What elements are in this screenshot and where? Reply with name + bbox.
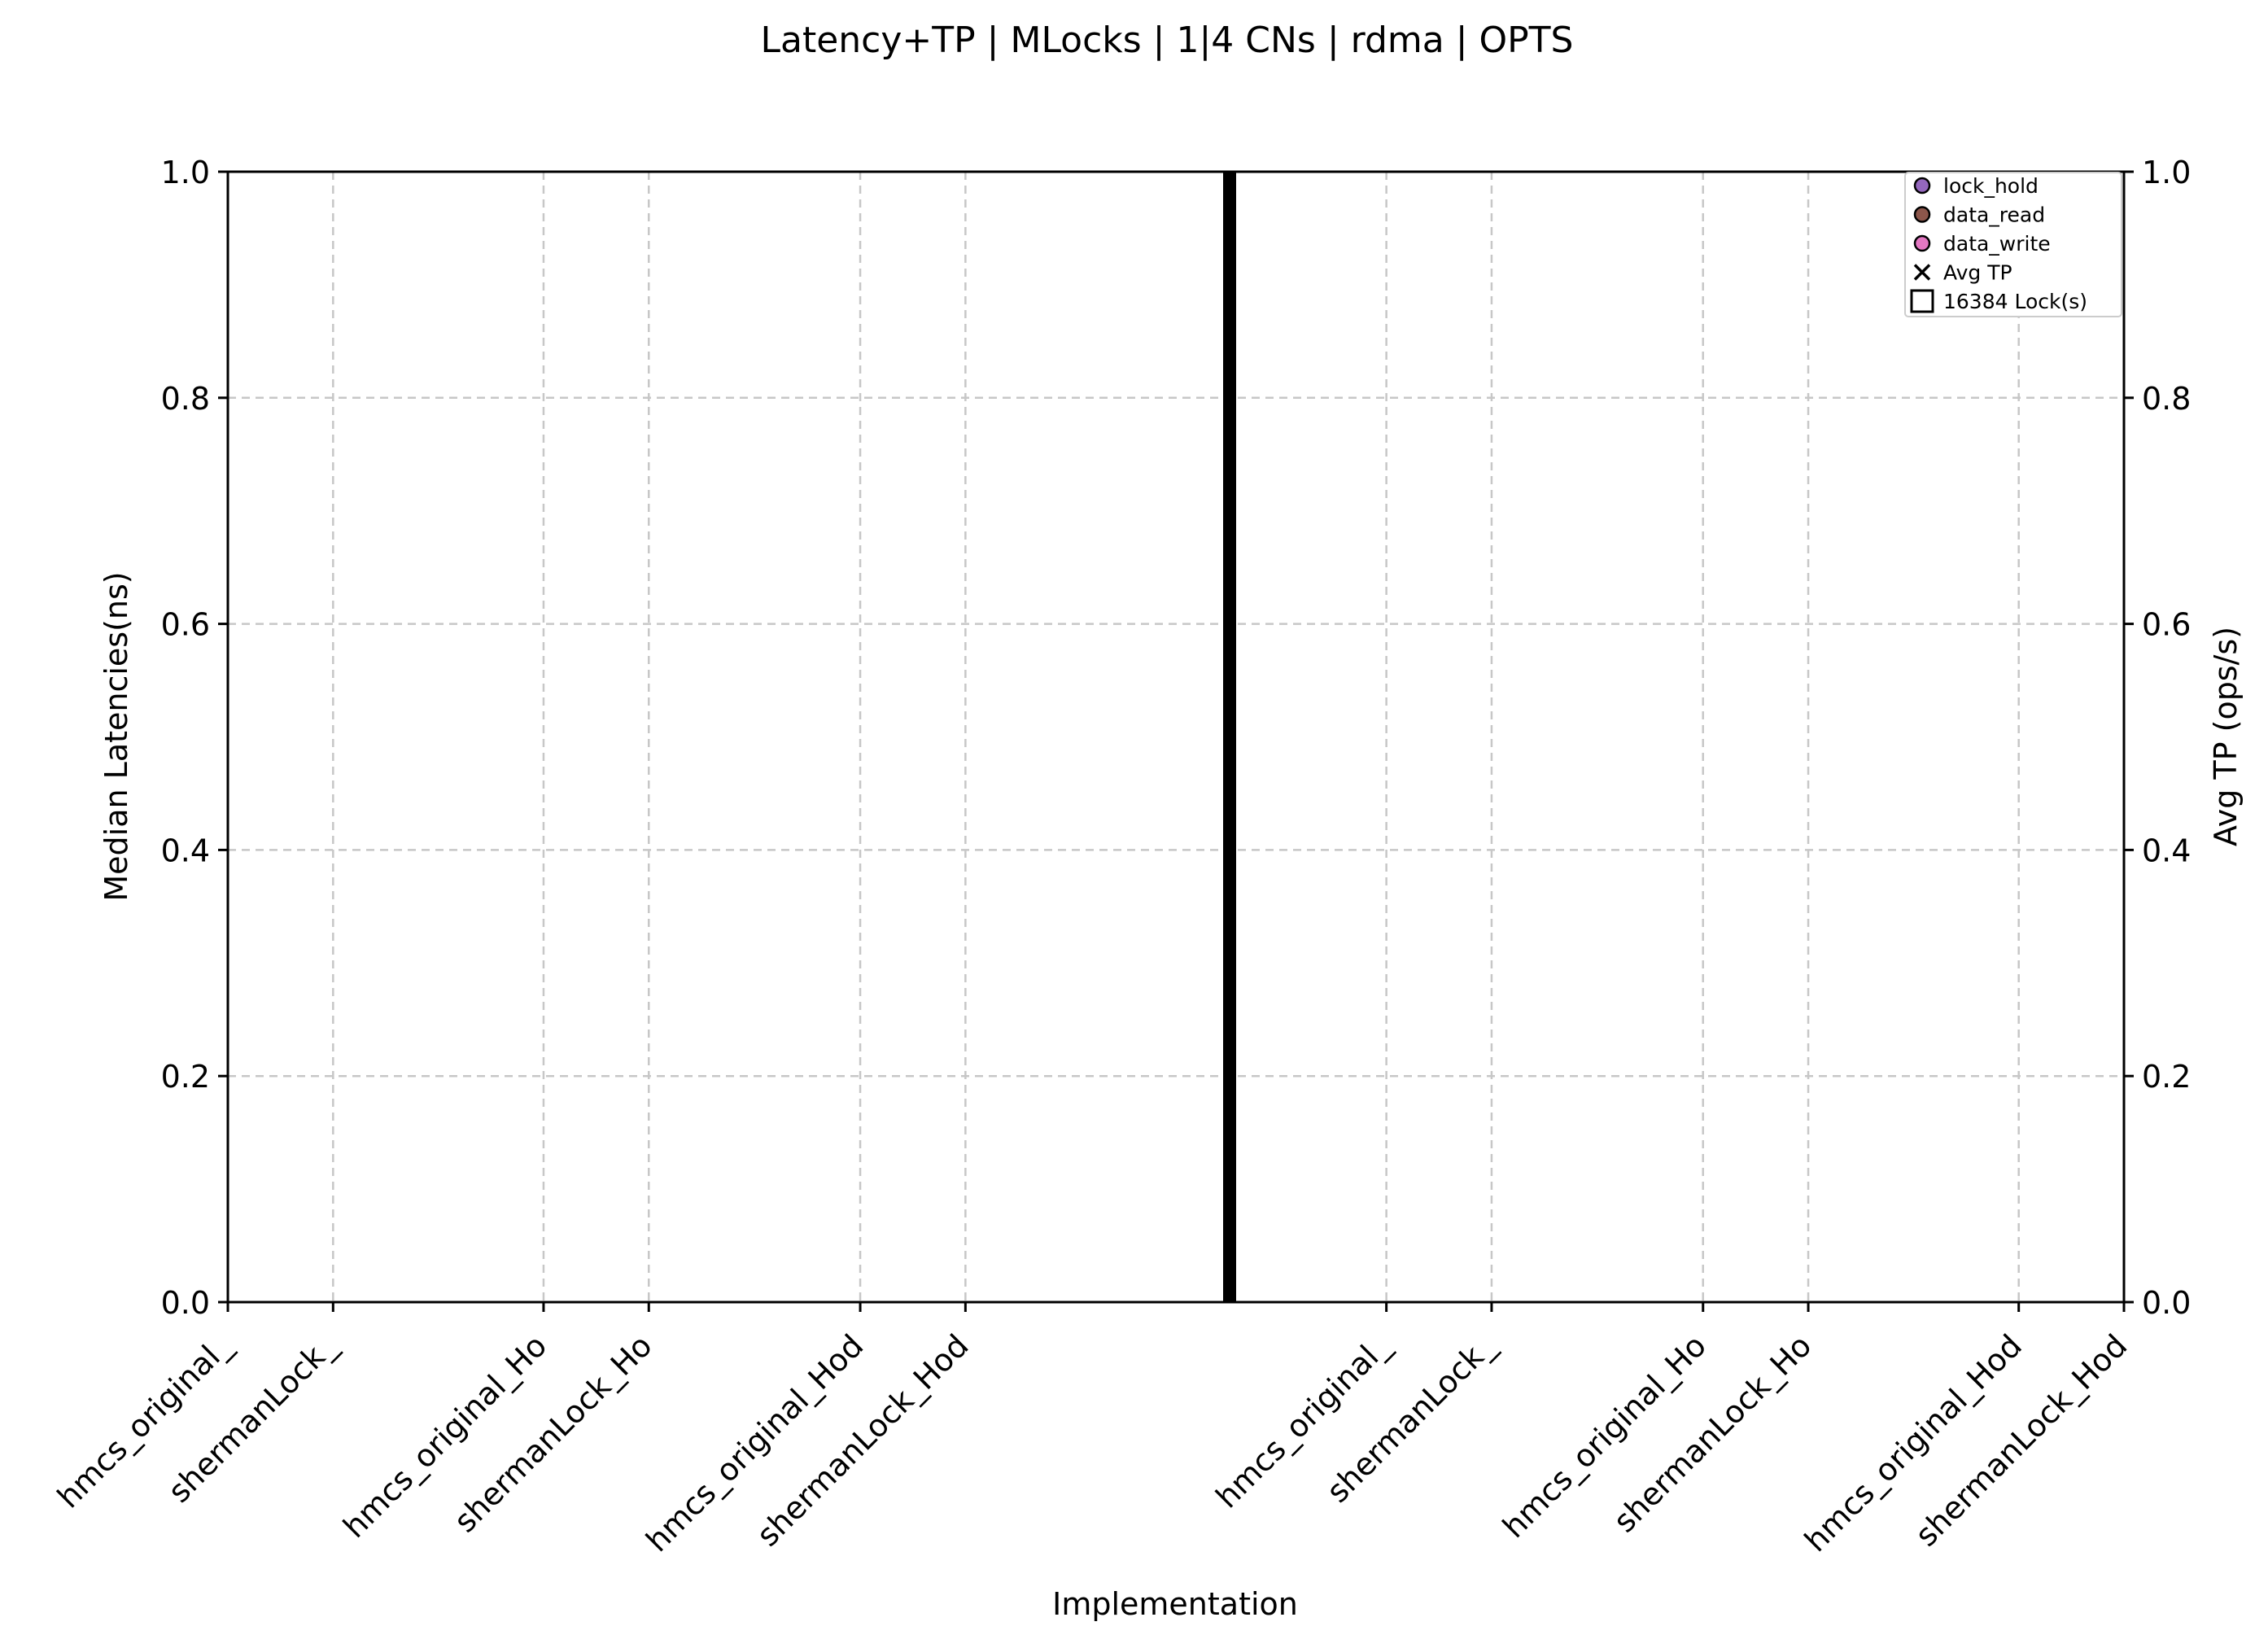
legend-marker-circle bbox=[1913, 177, 1931, 195]
legend-marker-circle bbox=[1913, 206, 1931, 223]
legend-item: data_read bbox=[1913, 203, 2045, 227]
legend: lock_hold data_read data_write Avg TP 16384 … bbox=[1904, 172, 2122, 317]
right-y-axis-label: Avg TP (ops/s) bbox=[2208, 627, 2244, 846]
y-axis-label: Median Latencies(ns) bbox=[98, 571, 134, 901]
legend-item: Avg TP bbox=[1913, 261, 2012, 285]
legend-marker-square bbox=[1910, 289, 1934, 313]
legend-frame bbox=[1904, 172, 2122, 317]
right-y-tick-label: 0.0 bbox=[2142, 1285, 2191, 1321]
legend-label: data_write bbox=[1943, 232, 2051, 256]
x-axis-label: Implementation bbox=[1052, 1586, 1298, 1622]
y-tick-label: 0.6 bbox=[161, 607, 210, 643]
legend-item: lock_hold bbox=[1913, 174, 2039, 198]
legend-label: data_read bbox=[1943, 203, 2045, 227]
right-y-tick-label: 1.0 bbox=[2142, 155, 2191, 190]
y-tick-label: 1.0 bbox=[161, 155, 210, 190]
grid-layer bbox=[228, 172, 2124, 1302]
right-y-tick-label: 0.8 bbox=[2142, 381, 2191, 417]
plot-frame bbox=[226, 170, 2126, 1304]
right-y-tick-label: 0.4 bbox=[2142, 833, 2191, 868]
legend-item: 16384 Lock(s) bbox=[1910, 289, 2087, 313]
legend-label: lock_hold bbox=[1943, 174, 2039, 198]
legend-item: data_write bbox=[1913, 232, 2051, 256]
chart-title: Latency+TP | MLocks | 1|4 CNs | rdma | O… bbox=[760, 20, 1573, 61]
legend-label: 16384 Lock(s) bbox=[1943, 290, 2087, 313]
y-tick-label: 0.4 bbox=[161, 833, 210, 868]
legend-marker-circle bbox=[1913, 234, 1931, 252]
y-tick-label: 0.0 bbox=[161, 1285, 210, 1321]
y-tick-label: 0.8 bbox=[161, 381, 210, 417]
right-y-axis: 0.0 0.2 0.4 0.6 0.8 1.0 bbox=[2124, 155, 2191, 1321]
legend-label: Avg TP bbox=[1943, 261, 2012, 285]
legend-marker-x bbox=[1913, 264, 1931, 281]
right-y-tick-label: 0.2 bbox=[2142, 1059, 2191, 1095]
right-y-tick-label: 0.6 bbox=[2142, 607, 2191, 643]
y-tick-label: 0.2 bbox=[161, 1059, 210, 1095]
left-y-axis: 0.0 0.2 0.4 0.6 0.8 1.0 bbox=[161, 155, 228, 1321]
